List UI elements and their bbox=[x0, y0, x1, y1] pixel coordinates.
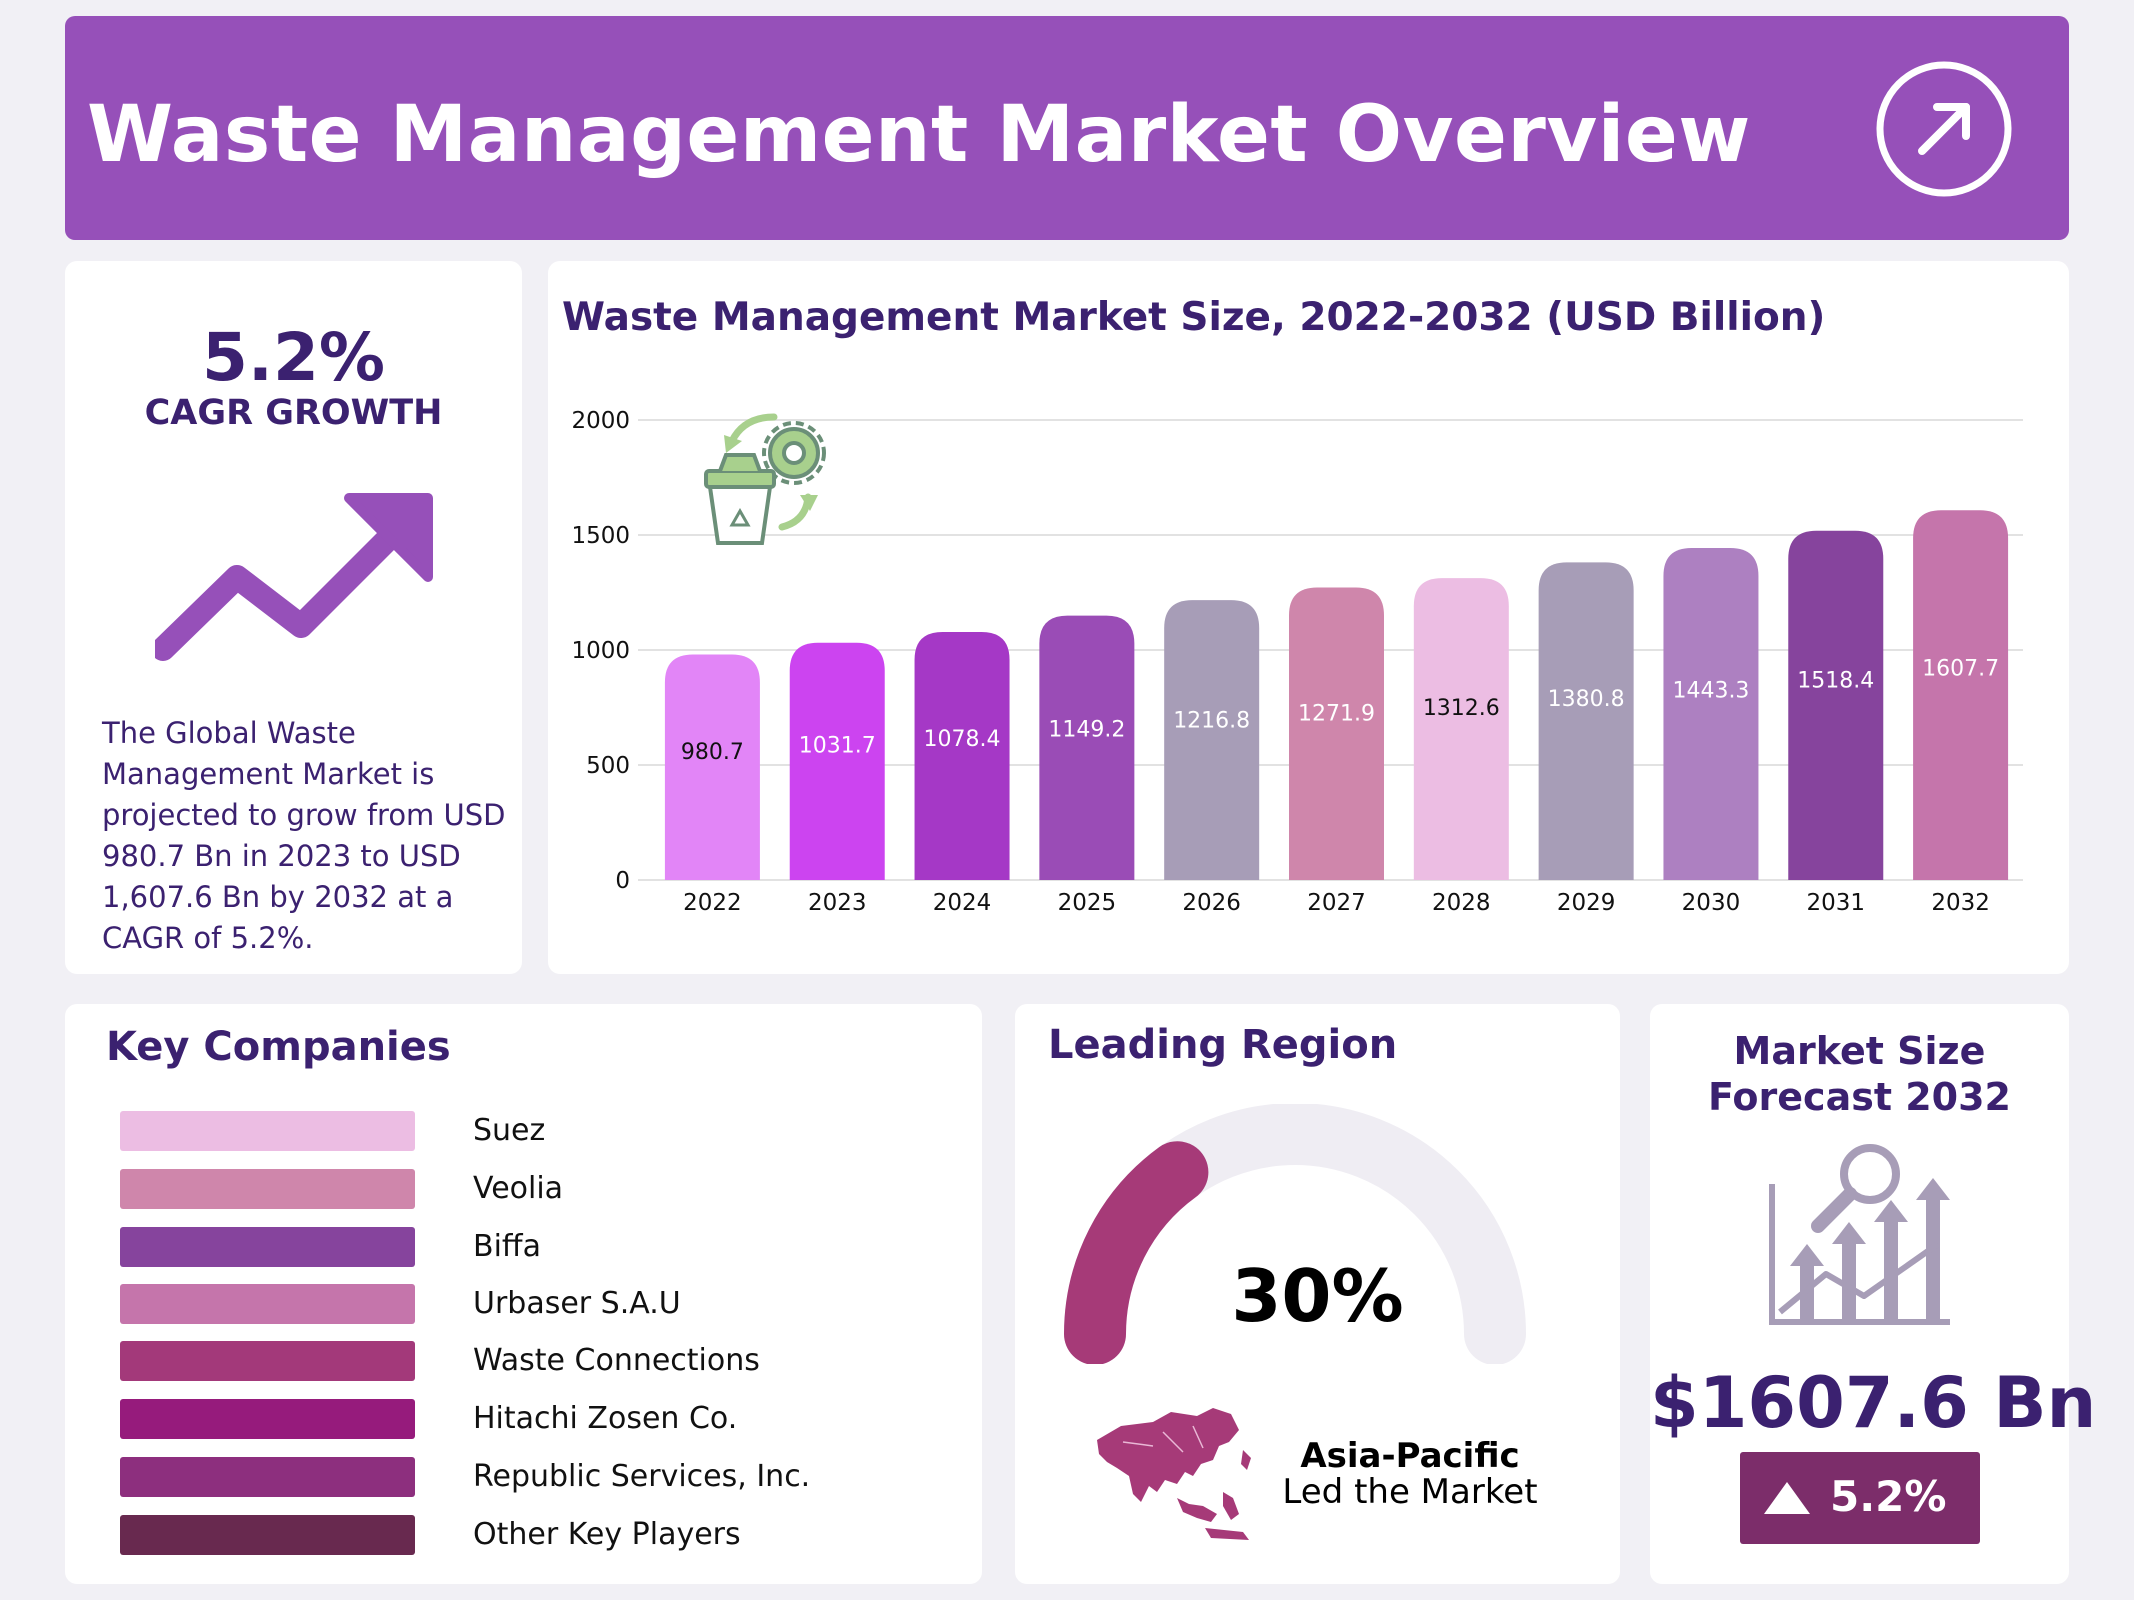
bar bbox=[1538, 562, 1634, 880]
company-swatch bbox=[120, 1169, 415, 1209]
bar-value-label: 1031.7 bbox=[799, 733, 876, 758]
chart-bars: 980.7 1031.7 1078.4 1149.2 1216.8 1271.9 1312.… bbox=[664, 510, 2009, 880]
x-tick-label: 2026 bbox=[1182, 890, 1241, 916]
company-name: Veolia bbox=[473, 1171, 564, 1206]
recycling-bin-gear-icon bbox=[704, 413, 826, 545]
company-swatch bbox=[120, 1457, 415, 1497]
company-name: Hitachi Zosen Co. bbox=[473, 1401, 738, 1436]
forecast-value: $1607.6 Bn bbox=[1650, 1362, 2097, 1444]
bar bbox=[1289, 587, 1384, 880]
trend-up-arrow-icon bbox=[155, 493, 433, 661]
company-swatch bbox=[120, 1341, 415, 1381]
region-name: Asia-Pacific bbox=[1300, 1436, 1520, 1476]
bar-value-label: 1216.8 bbox=[1173, 709, 1250, 734]
bar bbox=[664, 654, 760, 880]
bar bbox=[1164, 600, 1260, 880]
market-size-chart: 0 500 1000 1500 2000 980.7 1031.7 1078.4 1149.2… bbox=[571, 408, 2023, 916]
x-tick-label: 2024 bbox=[933, 890, 992, 916]
x-tick-label: 2029 bbox=[1557, 890, 1616, 916]
forecast-card: Market Size Forecast 2032 $1607.6 Bn 5.2… bbox=[1650, 1004, 2097, 1584]
bar-value-label: 1312.6 bbox=[1423, 696, 1500, 721]
bar-value-label: 1078.4 bbox=[924, 727, 1001, 752]
companies-title: Key Companies bbox=[106, 1024, 451, 1070]
key-companies-card: Key Companies Suez Veolia Biffa Urbaser … bbox=[65, 1004, 982, 1584]
chart-card: 0 500 1000 1500 2000 980.7 1031.7 1078.4 1149.2… bbox=[548, 261, 2069, 974]
cagr-label: CAGR GROWTH bbox=[144, 393, 443, 433]
x-tick-label: 2031 bbox=[1806, 890, 1865, 916]
company-name: Other Key Players bbox=[473, 1517, 741, 1552]
header-banner: Waste Management Market Overview bbox=[65, 16, 2069, 240]
bar-value-label: 1443.3 bbox=[1672, 678, 1749, 703]
company-name: Republic Services, Inc. bbox=[473, 1459, 811, 1494]
bar-value-label: 1271.9 bbox=[1298, 701, 1375, 726]
x-tick-label: 2022 bbox=[683, 890, 742, 916]
region-share-value: 30% bbox=[1231, 1254, 1404, 1338]
bar bbox=[1413, 578, 1509, 880]
forecast-title-line1: Market Size bbox=[1733, 1029, 1986, 1073]
bar-value-label: 1607.7 bbox=[1922, 657, 1999, 682]
bar bbox=[1788, 530, 1884, 880]
x-tick-label: 2028 bbox=[1432, 890, 1491, 916]
cagr-card: 5.2% CAGR GROWTH The Global Waste Manage… bbox=[65, 261, 522, 974]
company-row: Waste Connections bbox=[120, 1341, 920, 1381]
cagr-description: The Global Waste Management Market is pr… bbox=[102, 716, 506, 955]
arrow-up-right-circle-icon bbox=[1876, 61, 2012, 197]
asia-pacific-map-icon bbox=[1097, 1408, 1251, 1540]
gauge-fill bbox=[1064, 1141, 1209, 1364]
bar-value-label: 980.7 bbox=[681, 740, 744, 765]
x-tick-label: 2027 bbox=[1307, 890, 1366, 916]
company-row: Suez bbox=[120, 1111, 920, 1151]
forecast-title: Market Size Forecast 2032 bbox=[1650, 1028, 2069, 1120]
company-name: Biffa bbox=[473, 1229, 541, 1264]
triangle-up-icon bbox=[1764, 1482, 1810, 1514]
company-row: Veolia bbox=[120, 1169, 920, 1209]
bar bbox=[914, 631, 1010, 880]
chart-title: Waste Management Market Size, 2022-2032 … bbox=[562, 295, 1826, 340]
company-name: Waste Connections bbox=[473, 1343, 760, 1378]
bar bbox=[1039, 615, 1135, 880]
x-tick-label: 2032 bbox=[1931, 890, 1990, 916]
company-row: Other Key Players bbox=[120, 1515, 920, 1555]
region-title: Leading Region bbox=[1048, 1022, 1398, 1068]
bar bbox=[789, 642, 885, 880]
cagr-value: 5.2% bbox=[201, 319, 386, 396]
forecast-title-line2: Forecast 2032 bbox=[1708, 1075, 2011, 1119]
chart-x-axis: 2022 2023 2024 2025 2026 2027 2028 2029 2030 2031… bbox=[683, 890, 1990, 916]
company-name: Suez bbox=[473, 1113, 546, 1148]
company-swatch bbox=[120, 1227, 415, 1267]
y-tick-label: 500 bbox=[586, 753, 630, 779]
leading-region-card: Leading Region 30% Asia-Pacific Led the … bbox=[1015, 1004, 1620, 1584]
company-swatch bbox=[120, 1399, 415, 1439]
region-subtitle: Led the Market bbox=[1282, 1472, 1538, 1512]
bar-value-label: 1149.2 bbox=[1048, 718, 1125, 743]
y-tick-label: 1000 bbox=[571, 638, 630, 664]
growth-badge-value: 5.2% bbox=[1830, 1472, 1947, 1521]
growth-chart-magnifier-icon bbox=[1769, 1144, 1950, 1325]
bar-value-label: 1380.8 bbox=[1548, 687, 1625, 712]
bar bbox=[1663, 548, 1759, 880]
company-row: Republic Services, Inc. bbox=[120, 1457, 920, 1497]
page-title: Waste Management Market Overview bbox=[87, 90, 1751, 180]
bar-value-label: 1518.4 bbox=[1797, 668, 1874, 693]
company-swatch bbox=[120, 1284, 415, 1324]
company-row: Urbaser S.A.U bbox=[120, 1284, 920, 1324]
y-tick-label: 2000 bbox=[571, 408, 630, 434]
y-tick-label: 0 bbox=[615, 868, 630, 894]
x-tick-label: 2030 bbox=[1682, 890, 1741, 916]
region-share-gauge bbox=[1064, 1104, 1526, 1364]
y-tick-label: 1500 bbox=[571, 523, 630, 549]
x-tick-label: 2025 bbox=[1058, 890, 1117, 916]
x-tick-label: 2023 bbox=[808, 890, 867, 916]
company-swatch bbox=[120, 1111, 415, 1151]
company-row: Biffa bbox=[120, 1227, 920, 1267]
company-swatch bbox=[120, 1515, 415, 1555]
growth-badge: 5.2% bbox=[1740, 1452, 1980, 1544]
company-name: Urbaser S.A.U bbox=[473, 1286, 681, 1321]
bar bbox=[1913, 510, 2009, 880]
company-row: Hitachi Zosen Co. bbox=[120, 1399, 920, 1439]
chart-y-axis: 0 500 1000 1500 2000 bbox=[571, 408, 630, 894]
